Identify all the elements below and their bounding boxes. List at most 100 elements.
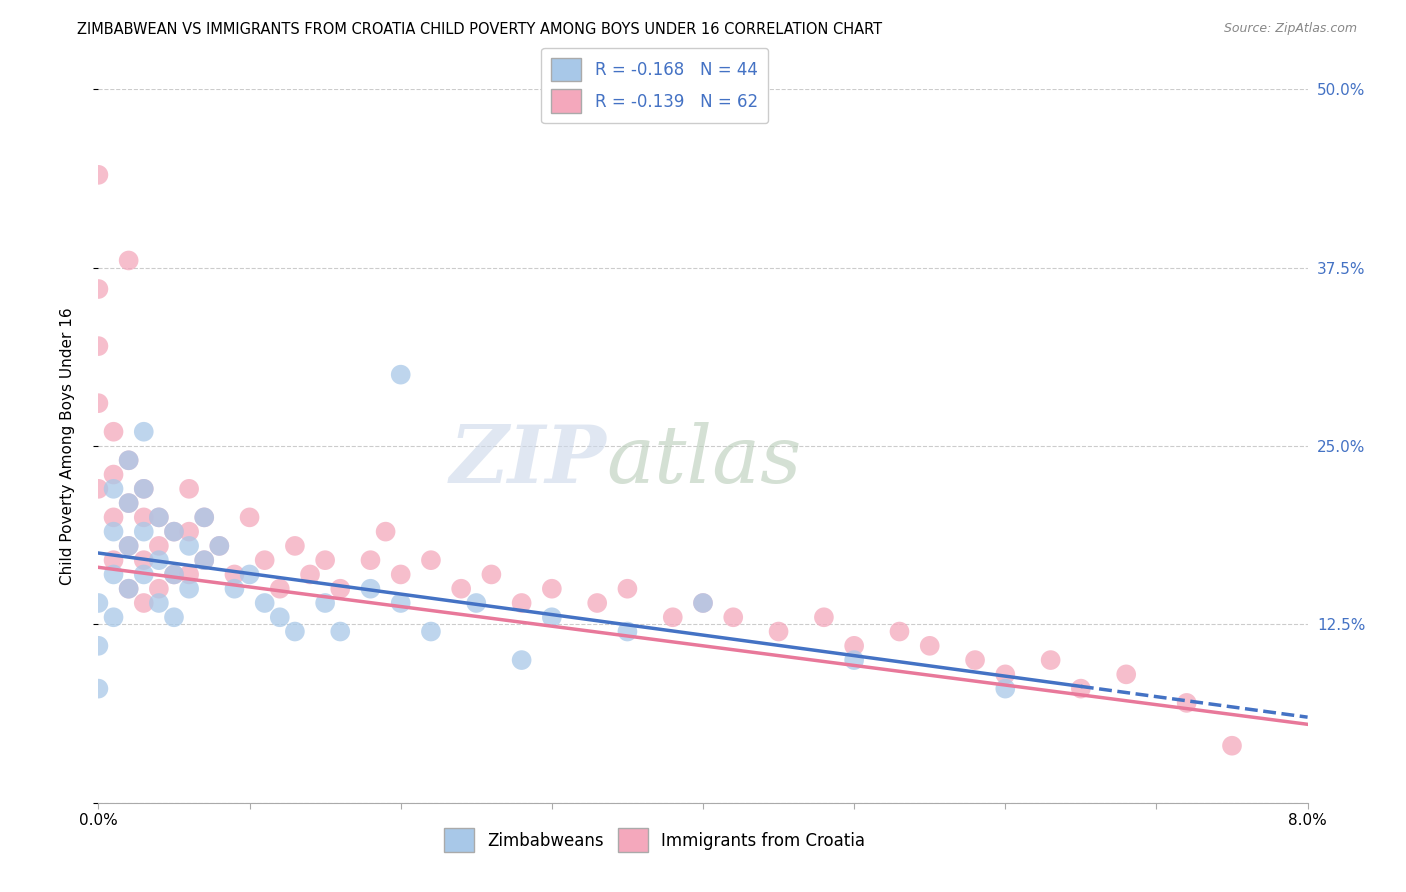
Point bbox=[118, 539, 141, 553]
Point bbox=[208, 539, 231, 553]
Point bbox=[148, 539, 170, 553]
Point bbox=[118, 582, 141, 596]
Point bbox=[103, 510, 125, 524]
Point bbox=[284, 539, 307, 553]
Point bbox=[1115, 667, 1137, 681]
Point bbox=[87, 596, 110, 610]
Point bbox=[87, 339, 110, 353]
Point bbox=[103, 567, 125, 582]
Point bbox=[314, 553, 336, 567]
Point bbox=[118, 496, 141, 510]
Point bbox=[118, 253, 141, 268]
Point bbox=[132, 510, 155, 524]
Point bbox=[239, 567, 262, 582]
Point bbox=[661, 610, 683, 624]
Point bbox=[450, 582, 472, 596]
Point bbox=[179, 482, 201, 496]
Point bbox=[87, 639, 110, 653]
Point bbox=[103, 467, 125, 482]
Point bbox=[103, 524, 125, 539]
Point bbox=[329, 624, 352, 639]
Point bbox=[994, 681, 1017, 696]
Point bbox=[1175, 696, 1198, 710]
Point bbox=[465, 596, 488, 610]
Point bbox=[510, 653, 533, 667]
Point bbox=[132, 482, 155, 496]
Point bbox=[118, 453, 141, 467]
Point bbox=[208, 539, 231, 553]
Point bbox=[148, 553, 170, 567]
Point bbox=[389, 567, 412, 582]
Point bbox=[616, 582, 638, 596]
Legend: Zimbabweans, Immigrants from Croatia: Zimbabweans, Immigrants from Croatia bbox=[437, 822, 872, 859]
Point bbox=[768, 624, 790, 639]
Point bbox=[224, 582, 246, 596]
Point bbox=[1220, 739, 1243, 753]
Point bbox=[253, 596, 276, 610]
Point bbox=[239, 510, 262, 524]
Point bbox=[616, 624, 638, 639]
Point bbox=[103, 482, 125, 496]
Point bbox=[132, 425, 155, 439]
Point bbox=[360, 553, 382, 567]
Point bbox=[163, 524, 186, 539]
Point bbox=[253, 553, 276, 567]
Y-axis label: Child Poverty Among Boys Under 16: Child Poverty Among Boys Under 16 bbox=[60, 307, 75, 585]
Point bbox=[1039, 653, 1062, 667]
Point bbox=[420, 624, 443, 639]
Point bbox=[148, 510, 170, 524]
Point bbox=[103, 553, 125, 567]
Text: ZIMBABWEAN VS IMMIGRANTS FROM CROATIA CHILD POVERTY AMONG BOYS UNDER 16 CORRELAT: ZIMBABWEAN VS IMMIGRANTS FROM CROATIA CH… bbox=[77, 22, 883, 37]
Point bbox=[118, 496, 141, 510]
Point bbox=[87, 168, 110, 182]
Point bbox=[193, 510, 215, 524]
Point bbox=[193, 553, 215, 567]
Point bbox=[87, 282, 110, 296]
Point bbox=[132, 596, 155, 610]
Point bbox=[844, 639, 866, 653]
Point bbox=[148, 510, 170, 524]
Text: atlas: atlas bbox=[606, 422, 801, 499]
Point bbox=[193, 510, 215, 524]
Point bbox=[692, 596, 714, 610]
Point bbox=[87, 482, 110, 496]
Point bbox=[103, 425, 125, 439]
Point bbox=[813, 610, 835, 624]
Point bbox=[844, 653, 866, 667]
Point bbox=[179, 524, 201, 539]
Point bbox=[284, 624, 307, 639]
Point bbox=[481, 567, 503, 582]
Point bbox=[374, 524, 396, 539]
Point bbox=[510, 596, 533, 610]
Text: Source: ZipAtlas.com: Source: ZipAtlas.com bbox=[1223, 22, 1357, 36]
Point bbox=[540, 610, 562, 624]
Point bbox=[994, 667, 1017, 681]
Point bbox=[269, 582, 291, 596]
Point bbox=[132, 524, 155, 539]
Point bbox=[179, 539, 201, 553]
Point bbox=[314, 596, 336, 610]
Point bbox=[299, 567, 322, 582]
Point bbox=[118, 539, 141, 553]
Point bbox=[586, 596, 609, 610]
Point bbox=[103, 610, 125, 624]
Point bbox=[148, 596, 170, 610]
Text: ZIP: ZIP bbox=[450, 422, 606, 499]
Point bbox=[163, 567, 186, 582]
Point bbox=[1070, 681, 1092, 696]
Point bbox=[148, 582, 170, 596]
Point bbox=[692, 596, 714, 610]
Point bbox=[918, 639, 941, 653]
Point bbox=[193, 553, 215, 567]
Point bbox=[87, 681, 110, 696]
Point bbox=[132, 567, 155, 582]
Point bbox=[389, 368, 412, 382]
Point bbox=[132, 482, 155, 496]
Point bbox=[118, 582, 141, 596]
Point bbox=[889, 624, 911, 639]
Point bbox=[540, 582, 562, 596]
Point bbox=[179, 582, 201, 596]
Point bbox=[224, 567, 246, 582]
Point bbox=[163, 567, 186, 582]
Point bbox=[163, 524, 186, 539]
